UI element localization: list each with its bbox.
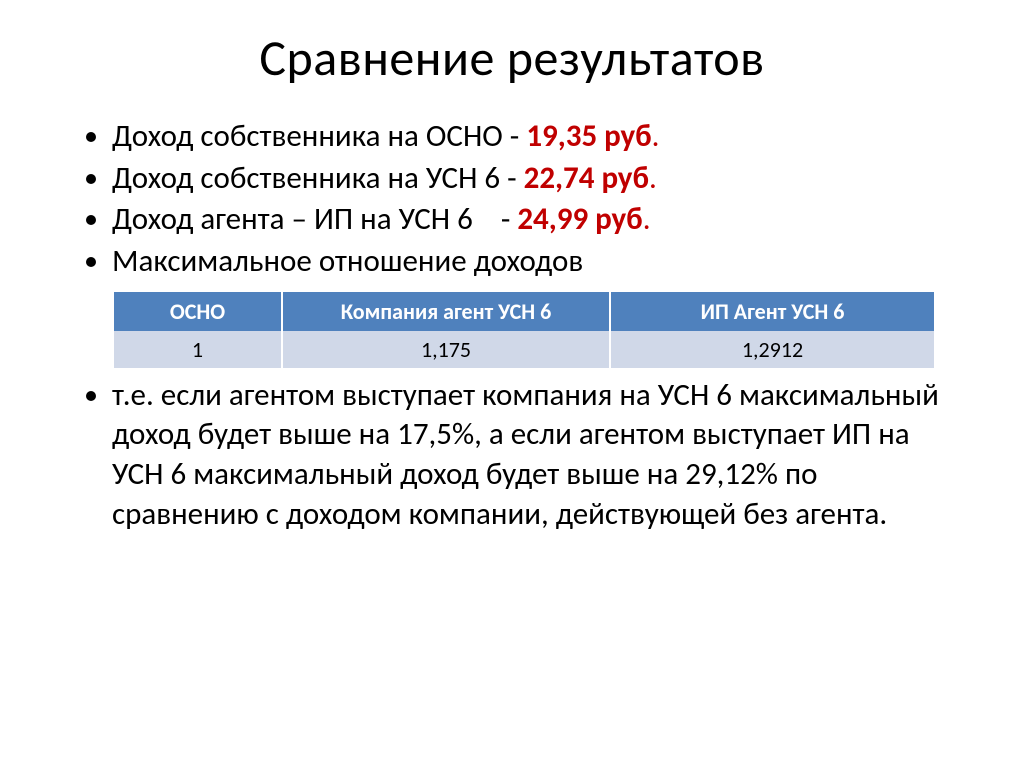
slide-title: Сравнение результатов [70,28,954,89]
cell-osno-ratio: 1 [114,331,282,368]
bullet-value: 19,35 руб [526,117,651,155]
cell-ip-ratio: 1,2912 [610,331,934,368]
bullet-prefix: Доход агента – ИП на УСН 6 - [112,200,517,238]
col-header-ip-usn6: ИП Агент УСН 6 [610,292,934,331]
ratio-table-wrap: ОСНО Компания агент УСН 6 ИП Агент УСН 6… [114,292,934,368]
bullet-value: 24,99 руб [517,200,642,238]
bullet-income-osno: Доход собственника на ОСНО - 19,35 руб. [112,117,954,157]
bullet-prefix: Доход собственника на УСН 6 - [112,159,524,197]
bullet-period: . [649,159,657,197]
table-header-row: ОСНО Компания агент УСН 6 ИП Агент УСН 6 [114,292,934,331]
table-row: 1 1,175 1,2912 [114,331,934,368]
bullet-value: 22,74 руб [524,159,649,197]
cell-company-ratio: 1,175 [282,331,610,368]
ratio-table: ОСНО Компания агент УСН 6 ИП Агент УСН 6… [114,292,934,368]
bullet-prefix: Доход собственника на ОСНО - [112,117,526,155]
bullet-conclusion: т.е. если агентом выступает компания на … [112,376,954,535]
col-header-osno: ОСНО [114,292,282,331]
bullet-max-ratio-label: Максимальное отношение доходов [112,242,954,282]
bullet-period: . [652,117,660,155]
bullet-income-agent-ip: Доход агента – ИП на УСН 6 - 24,99 руб. [112,200,954,240]
bullet-list-continued: т.е. если агентом выступает компания на … [70,376,954,535]
bullet-income-usn6: Доход собственника на УСН 6 - 22,74 руб. [112,159,954,199]
bullet-list: Доход собственника на ОСНО - 19,35 руб. … [70,117,954,282]
slide: Сравнение результатов Доход собственника… [0,0,1024,768]
bullet-period: . [643,200,651,238]
col-header-company-usn6: Компания агент УСН 6 [282,292,610,331]
